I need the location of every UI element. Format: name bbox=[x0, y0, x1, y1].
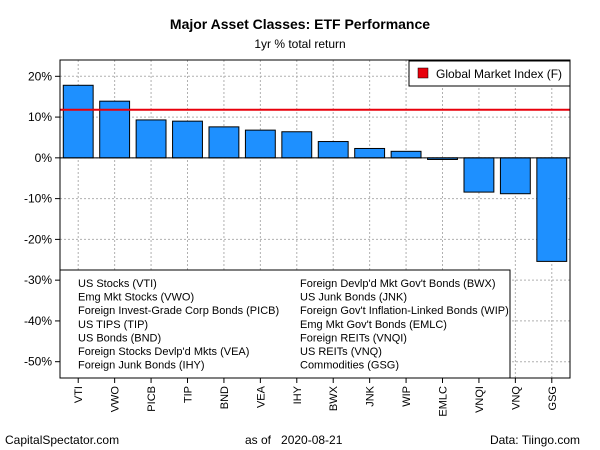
y-tick-label: -50% bbox=[24, 355, 52, 369]
legend-box bbox=[408, 60, 571, 87]
y-tick-label: -10% bbox=[24, 192, 52, 206]
x-tick-label: VEA bbox=[255, 385, 267, 408]
bar-bwx bbox=[317, 141, 349, 159]
key-list-item: US TIPS (TIP) bbox=[78, 319, 148, 331]
key-list-item: Foreign Junk Bonds (IHY) bbox=[78, 360, 205, 372]
x-tick-label: VNQI bbox=[474, 386, 486, 413]
legend-swatch bbox=[417, 67, 429, 79]
x-tick-label: VWO bbox=[110, 386, 122, 413]
bar-tip bbox=[172, 120, 203, 159]
key-list-box bbox=[59, 269, 511, 379]
x-tick-label: BND bbox=[219, 386, 231, 409]
x-tick-label: PICB bbox=[146, 386, 158, 412]
bar-bnd bbox=[208, 126, 240, 159]
bar-ihy bbox=[281, 131, 313, 159]
key-list-item: Emg Mkt Stocks (VWO) bbox=[78, 292, 194, 304]
bar-vea bbox=[244, 129, 276, 159]
legend: Global Market Index (F) bbox=[408, 60, 571, 87]
y-tick-label: 10% bbox=[28, 110, 52, 124]
x-tick-label: IHY bbox=[292, 385, 304, 404]
key-list-item: Commodities (GSG) bbox=[300, 360, 399, 372]
x-tick-label: VNQ bbox=[510, 386, 522, 410]
bar-gsg bbox=[536, 157, 568, 262]
bar-jnk bbox=[354, 147, 386, 159]
x-tick-label: JNK bbox=[365, 385, 377, 406]
bar-vnqi bbox=[463, 157, 495, 193]
ticker-key-list: US Stocks (VTI)Emg Mkt Stocks (VWO)Forei… bbox=[59, 269, 511, 379]
x-tick-label: TIP bbox=[183, 386, 195, 403]
key-list-item: US REITs (VNQ) bbox=[300, 346, 382, 358]
x-tick-label: WIP bbox=[401, 386, 413, 407]
chart-subtitle: 1yr % total return bbox=[254, 37, 346, 51]
bar-vti bbox=[62, 84, 94, 159]
key-list-item: US Bonds (BND) bbox=[78, 332, 161, 344]
key-list-item: US Stocks (VTI) bbox=[78, 278, 157, 290]
footer-date: as of 2020-08-21 bbox=[245, 433, 343, 447]
key-list-item: Foreign Gov't Inflation-Linked Bonds (WI… bbox=[300, 305, 509, 317]
y-tick-label: -20% bbox=[24, 232, 52, 246]
x-tick-label: EMLC bbox=[438, 386, 450, 417]
chart-title: Major Asset Classes: ETF Performance bbox=[169, 16, 431, 32]
key-list-item: Foreign REITs (VNQI) bbox=[300, 332, 407, 344]
bar-picb bbox=[135, 119, 167, 159]
x-tick-label: BWX bbox=[328, 385, 340, 411]
key-list-item: Emg Mkt Gov't Bonds (EMLC) bbox=[300, 319, 447, 331]
x-tick-label: GSG bbox=[547, 386, 559, 410]
y-tick-label: 20% bbox=[28, 69, 52, 83]
y-tick-label: 0% bbox=[35, 151, 53, 165]
key-list-item: Foreign Invest-Grade Corp Bonds (PICB) bbox=[78, 305, 279, 317]
x-axis: VTI VWO PICB TIP BND VEA IHY BWX JNK WIP EMLC VNQI V… bbox=[73, 378, 559, 417]
y-tick-label: -30% bbox=[24, 273, 52, 287]
legend-label: Global Market Index (F) bbox=[436, 67, 562, 81]
x-tick-label: VTI bbox=[73, 386, 85, 403]
bars bbox=[62, 84, 568, 262]
bar-wip bbox=[390, 150, 422, 159]
y-tick-label: -40% bbox=[24, 314, 52, 328]
footer-source-site: CapitalSpectator.com bbox=[5, 433, 120, 447]
key-list-column-1: US Stocks (VTI)Emg Mkt Stocks (VWO)Forei… bbox=[78, 278, 279, 372]
y-axis: 20% 10% 0% -10% -20% -30% -40% -50% bbox=[24, 69, 60, 369]
footer-data-credit: Data: Tiingo.com bbox=[489, 433, 580, 447]
key-list-column-2: Foreign Devlp'd Mkt Gov't Bonds (BWX) US … bbox=[300, 278, 509, 372]
plot-border bbox=[59, 59, 571, 379]
bar-vnq bbox=[499, 157, 531, 195]
key-list-item: US Junk Bonds (JNK) bbox=[300, 292, 407, 304]
key-list-item: Foreign Stocks Devlp'd Mkts (VEA) bbox=[78, 346, 249, 358]
key-list-item: Foreign Devlp'd Mkt Gov't Bonds (BWX) bbox=[300, 278, 496, 290]
